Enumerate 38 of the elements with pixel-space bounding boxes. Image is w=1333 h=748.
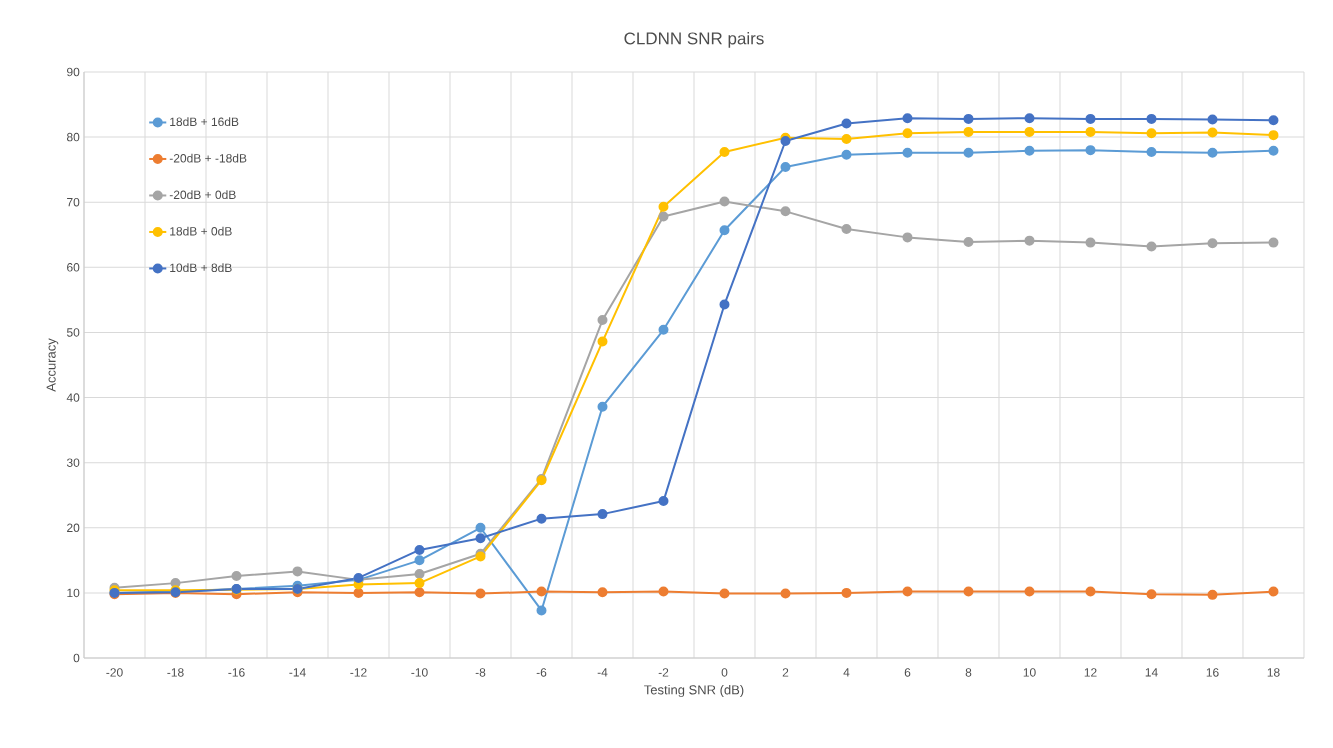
x-tick-label: -20 — [106, 668, 123, 677]
y-tick-label: 40 — [66, 393, 80, 402]
legend-label: 18dB + 16dB — [170, 117, 239, 127]
y-tick-label: 50 — [66, 328, 80, 337]
x-tick-label: -2 — [658, 668, 669, 677]
x-tick-label: -18 — [167, 668, 184, 677]
x-tick-label: -6 — [536, 668, 547, 677]
y-tick-label: 80 — [66, 132, 80, 142]
x-tick-label: 4 — [843, 668, 850, 677]
x-tick-label: 14 — [1145, 668, 1158, 677]
chart-title: CLDNN SNR pairs — [624, 31, 764, 48]
y-tick-label: 90 — [67, 67, 80, 77]
y-axis-title: Accuracy — [46, 338, 59, 392]
x-tick-label: -12 — [350, 668, 367, 677]
y-tick-label: 0 — [73, 653, 80, 663]
x-axis-title: Testing SNR (dB) — [644, 684, 744, 698]
x-tick-label: 12 — [1084, 668, 1097, 677]
x-tick-label: 0 — [721, 668, 728, 677]
x-tick-label: -16 — [228, 668, 245, 677]
y-tick-label: 70 — [67, 197, 80, 207]
x-tick-label: -10 — [411, 668, 428, 677]
x-tick-label: 18 — [1267, 668, 1280, 677]
y-tick-label: 60 — [67, 263, 80, 272]
legend-label: -20dB + -18dB — [169, 153, 247, 163]
x-tick-label: -14 — [289, 668, 306, 677]
x-tick-label: 16 — [1206, 668, 1219, 677]
y-tick-label: 20 — [67, 523, 80, 533]
y-tick-label: 30 — [66, 458, 80, 467]
legend-label: 18dB + 0dB — [170, 226, 232, 236]
legend-label: -20dB + 0dB — [169, 190, 236, 200]
x-tick-label: 8 — [965, 668, 972, 677]
x-tick-label: -4 — [597, 668, 608, 677]
y-tick-label: 10 — [67, 588, 80, 598]
x-tick-label: 6 — [904, 668, 911, 677]
x-tick-label: 10 — [1023, 668, 1036, 677]
legend-label: 10dB + 8dB — [170, 263, 232, 273]
x-tick-label: -8 — [475, 668, 486, 677]
x-tick-label: 2 — [782, 668, 789, 677]
